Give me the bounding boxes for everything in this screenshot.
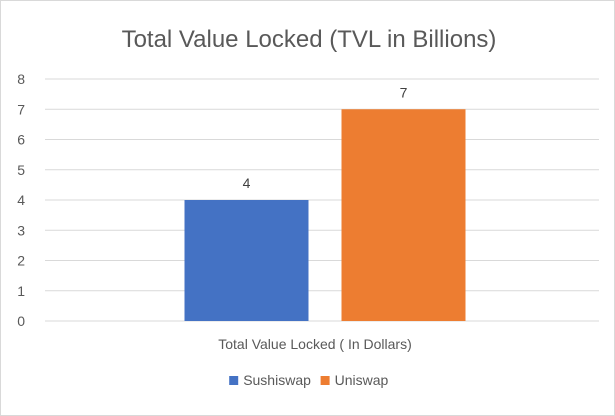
data-labels: 47	[243, 84, 408, 191]
legend-swatch-sushiswap	[229, 376, 239, 385]
y-tick-label: 5	[17, 162, 25, 178]
y-axis-ticks: 0 1 2 3 4 5 6 7 8	[17, 71, 25, 329]
y-tick-label: 2	[17, 253, 25, 269]
legend-label-sushiswap: Sushiswap	[243, 372, 311, 388]
bar-uniswap	[341, 109, 466, 321]
chart-title: Total Value Locked (TVL in Billions)	[122, 26, 497, 53]
y-tick-label: 3	[17, 222, 25, 238]
y-tick-label: 6	[17, 132, 25, 148]
bars	[184, 109, 466, 321]
y-tick-label: 4	[17, 192, 25, 208]
legend-swatch-uniswap	[320, 376, 330, 385]
y-tick-label: 1	[17, 283, 25, 299]
y-tick-label: 7	[17, 101, 25, 117]
x-category-label: Total Value Locked ( In Dollars)	[218, 336, 412, 352]
y-tick-label: 0	[17, 313, 25, 329]
y-tick-label: 8	[17, 71, 25, 87]
legend: Sushiswap Uniswap	[229, 372, 389, 388]
gridlines	[45, 78, 599, 322]
legend-label-uniswap: Uniswap	[335, 372, 389, 388]
bar-sushiswap	[184, 200, 309, 321]
data-label-sushiswap: 4	[243, 175, 251, 191]
data-label-uniswap: 7	[400, 84, 408, 100]
